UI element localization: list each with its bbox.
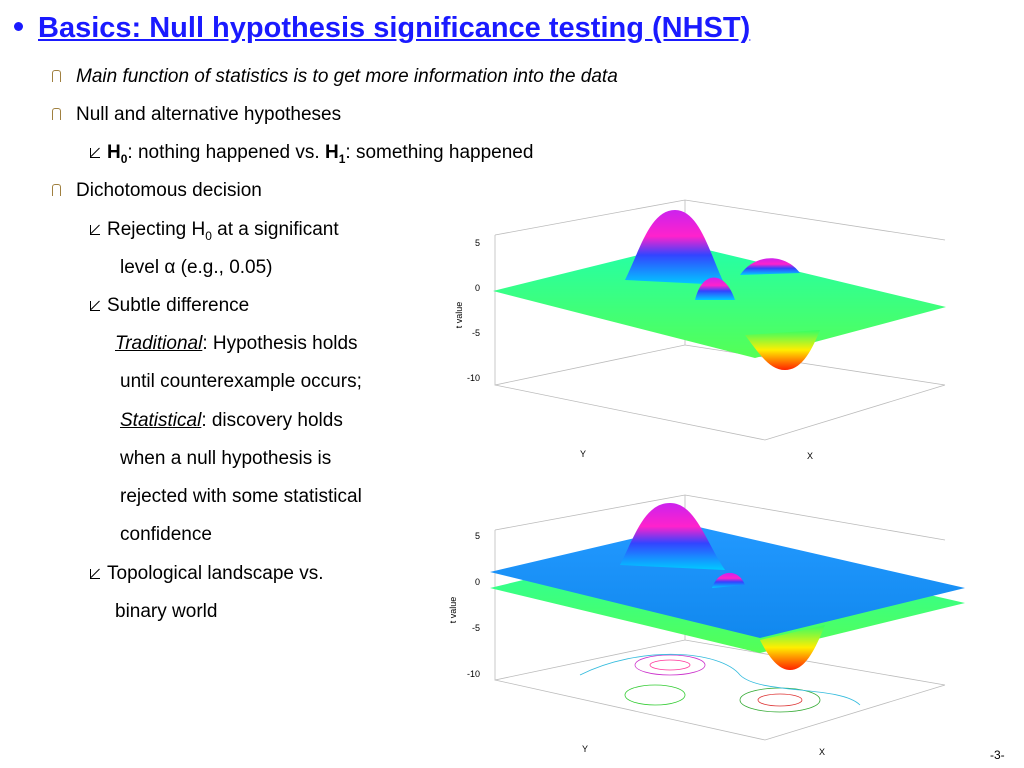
text-line: Main function of statistics is to get mo… xyxy=(76,66,618,87)
surface xyxy=(493,244,946,358)
text-line: Rejecting H0 at a significant xyxy=(107,219,339,243)
axis-tick-label: -10 xyxy=(467,669,480,679)
text: at a significant xyxy=(211,219,339,240)
axis-label: X xyxy=(819,747,825,757)
axis-label: X xyxy=(807,451,813,461)
bullet xyxy=(14,22,23,31)
text-line: Statistical: discovery holds xyxy=(120,410,343,432)
surface-dip xyxy=(760,625,825,670)
axis-tick-label: 0 xyxy=(475,577,480,587)
axis-tick-label: 5 xyxy=(475,238,480,248)
text: : Hypothesis holds xyxy=(202,333,358,354)
text: 0 xyxy=(120,151,128,166)
axis-tick-label: -10 xyxy=(467,373,480,383)
surface-dip xyxy=(745,330,820,370)
axis-tick-label: -5 xyxy=(472,623,480,633)
text-line: Null and alternative hypotheses xyxy=(76,104,342,125)
text-line: Traditional: Hypothesis holds xyxy=(115,333,358,355)
arrow-icon xyxy=(90,569,100,579)
axis-tick-label: 0 xyxy=(475,283,480,293)
axis-label: t value xyxy=(454,302,464,329)
text-line: confidence xyxy=(120,524,212,545)
text: H xyxy=(107,142,121,163)
surface-peak xyxy=(712,572,745,588)
text: 1 xyxy=(338,151,346,166)
text: Rejecting H xyxy=(107,219,206,240)
surface-peak xyxy=(695,277,735,300)
text: Traditional xyxy=(115,333,203,354)
text-line: Topological landscape vs. xyxy=(107,563,324,584)
page-number: -3- xyxy=(990,748,1005,762)
arrow-icon xyxy=(90,148,100,158)
surface-peak xyxy=(740,258,800,275)
axis-label: t value xyxy=(448,597,458,624)
text-line: binary world xyxy=(115,601,218,622)
slide-title: Basics: Null hypothesis significance tes… xyxy=(38,12,751,44)
text: : something happened xyxy=(345,142,534,163)
arrow-icon xyxy=(90,225,100,235)
text-line: Dichotomous decision xyxy=(76,180,262,201)
axis-label: Y xyxy=(580,449,586,459)
axis-tick-label: 5 xyxy=(475,531,480,541)
bullet-icon xyxy=(52,108,61,120)
axis-label: Y xyxy=(582,744,588,754)
text: H xyxy=(324,142,339,163)
text: : nothing happened vs. xyxy=(127,142,325,163)
text-line: Subtle difference xyxy=(107,295,250,316)
text-line: rejected with some statistical xyxy=(120,486,362,507)
text: Statistical xyxy=(120,410,202,431)
bullet-icon xyxy=(52,184,61,196)
text-line: H0: nothing happened vs. H1: something h… xyxy=(107,142,533,166)
figures: 5 0 -5 -10 t value Y X 5 0 -5 -10 t value Y X xyxy=(448,199,965,757)
text: 0 xyxy=(205,228,212,243)
axis-tick-label: -5 xyxy=(472,328,480,338)
text-line: when a null hypothesis is xyxy=(120,448,332,469)
text-line: level α (e.g., 0.05) xyxy=(120,257,273,278)
arrow-icon xyxy=(90,301,100,311)
text: : discovery holds xyxy=(201,410,343,431)
bullet-icon xyxy=(52,70,61,82)
surface-peak xyxy=(620,503,725,570)
surface-peak xyxy=(625,210,725,285)
text-line: until counterexample occurs; xyxy=(120,371,362,392)
